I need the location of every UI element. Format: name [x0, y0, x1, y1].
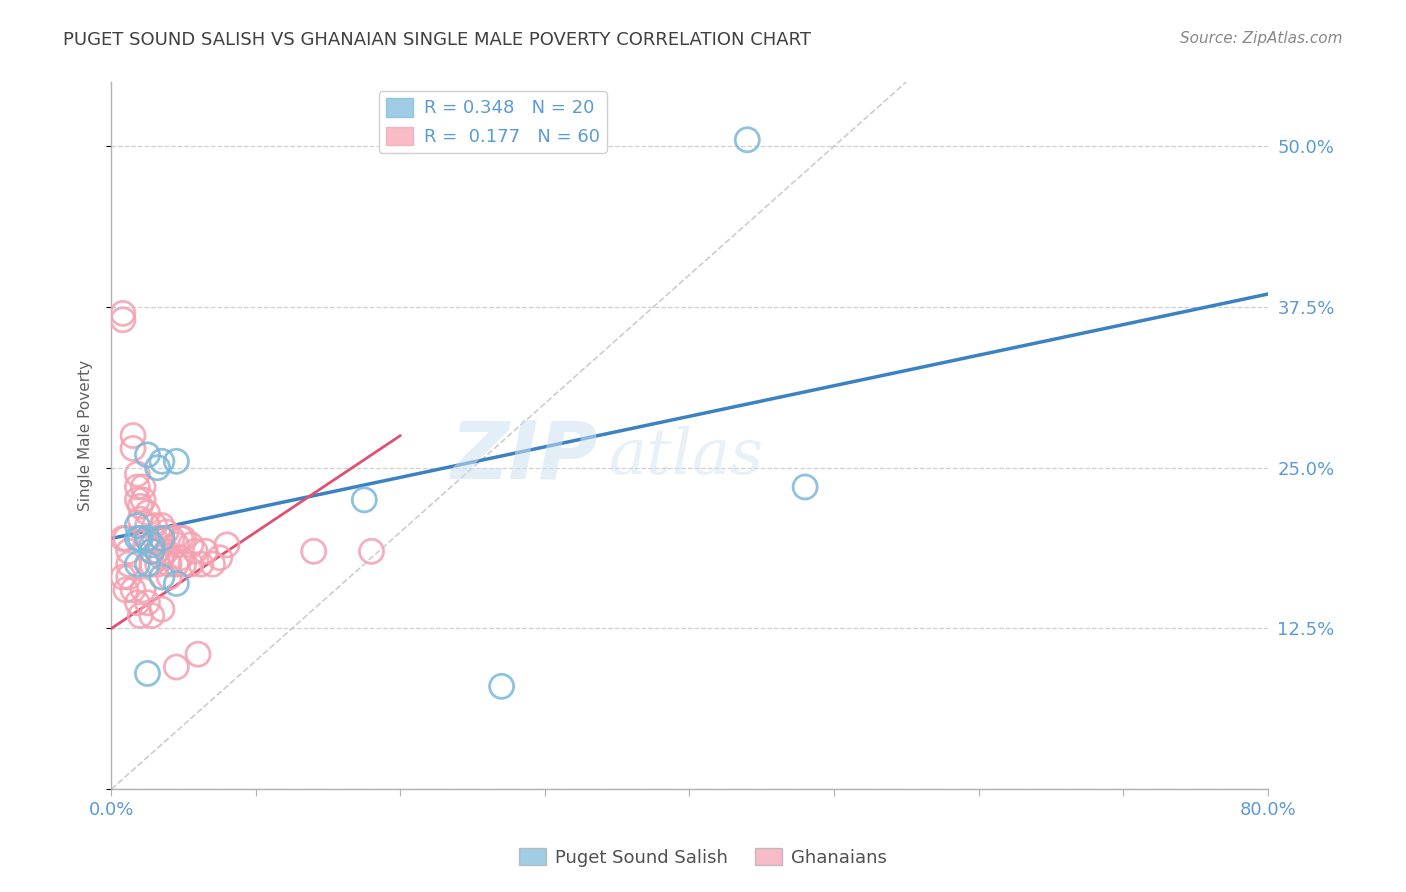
Point [141, 544, 163, 558]
Point [141, 544, 163, 558]
Point [794, 480, 817, 494]
Point [129, 500, 152, 514]
Point [150, 532, 173, 546]
Point [118, 544, 141, 558]
Point [122, 428, 145, 442]
Point [136, 532, 159, 546]
Point [146, 544, 169, 558]
Point [111, 532, 134, 546]
Point [132, 582, 155, 597]
Point [114, 582, 136, 597]
Point [190, 557, 212, 571]
Point [180, 538, 202, 552]
Point [155, 544, 177, 558]
Point [127, 518, 149, 533]
Point [132, 480, 155, 494]
Point [157, 557, 180, 571]
Point [150, 570, 173, 584]
Point [127, 480, 149, 494]
Point [150, 518, 173, 533]
Point [165, 660, 187, 674]
Point [360, 544, 382, 558]
Point [208, 550, 231, 565]
Point [141, 538, 163, 552]
Point [187, 647, 209, 661]
Point [129, 608, 152, 623]
Legend: R = 0.348   N = 20, R =  0.177   N = 60: R = 0.348 N = 20, R = 0.177 N = 60 [378, 91, 607, 153]
Point [165, 538, 187, 552]
Point [136, 448, 159, 462]
Point [129, 532, 152, 546]
Point [136, 506, 159, 520]
Point [141, 557, 163, 571]
Text: atlas: atlas [609, 426, 763, 488]
Point [165, 576, 187, 591]
Text: ZIP: ZIP [450, 417, 598, 496]
Point [146, 557, 169, 571]
Point [122, 442, 145, 456]
Point [127, 596, 149, 610]
Point [136, 532, 159, 546]
Point [353, 492, 375, 507]
Point [146, 460, 169, 475]
Point [184, 544, 207, 558]
Point [136, 518, 159, 533]
Point [127, 492, 149, 507]
Point [150, 602, 173, 616]
Point [127, 532, 149, 546]
Point [737, 133, 759, 147]
Point [141, 608, 163, 623]
Point [180, 557, 202, 571]
Point [143, 532, 166, 546]
Point [127, 467, 149, 482]
Point [157, 570, 180, 584]
Text: PUGET SOUND SALISH VS GHANAIAN SINGLE MALE POVERTY CORRELATION CHART: PUGET SOUND SALISH VS GHANAIAN SINGLE MA… [63, 31, 811, 49]
Text: Source: ZipAtlas.com: Source: ZipAtlas.com [1180, 31, 1343, 46]
Point [150, 532, 173, 546]
Point [165, 454, 187, 468]
Point [111, 313, 134, 327]
Point [122, 582, 145, 597]
Point [118, 570, 141, 584]
Point [136, 666, 159, 681]
Legend: Puget Sound Salish, Ghanaians: Puget Sound Salish, Ghanaians [512, 841, 894, 874]
Point [302, 544, 325, 558]
Point [111, 570, 134, 584]
Point [165, 557, 187, 571]
Point [129, 512, 152, 526]
Y-axis label: Single Male Poverty: Single Male Poverty [79, 360, 93, 511]
Point [150, 454, 173, 468]
Point [194, 544, 217, 558]
Point [160, 532, 183, 546]
Point [143, 518, 166, 533]
Point [155, 524, 177, 539]
Point [114, 532, 136, 546]
Point [201, 557, 224, 571]
Point [111, 306, 134, 320]
Point [127, 557, 149, 571]
Point [132, 492, 155, 507]
Point [491, 679, 513, 693]
Point [173, 532, 195, 546]
Point [215, 538, 238, 552]
Point [170, 532, 193, 546]
Point [173, 557, 195, 571]
Point [136, 596, 159, 610]
Point [150, 550, 173, 565]
Point [136, 557, 159, 571]
Point [118, 557, 141, 571]
Point [170, 550, 193, 565]
